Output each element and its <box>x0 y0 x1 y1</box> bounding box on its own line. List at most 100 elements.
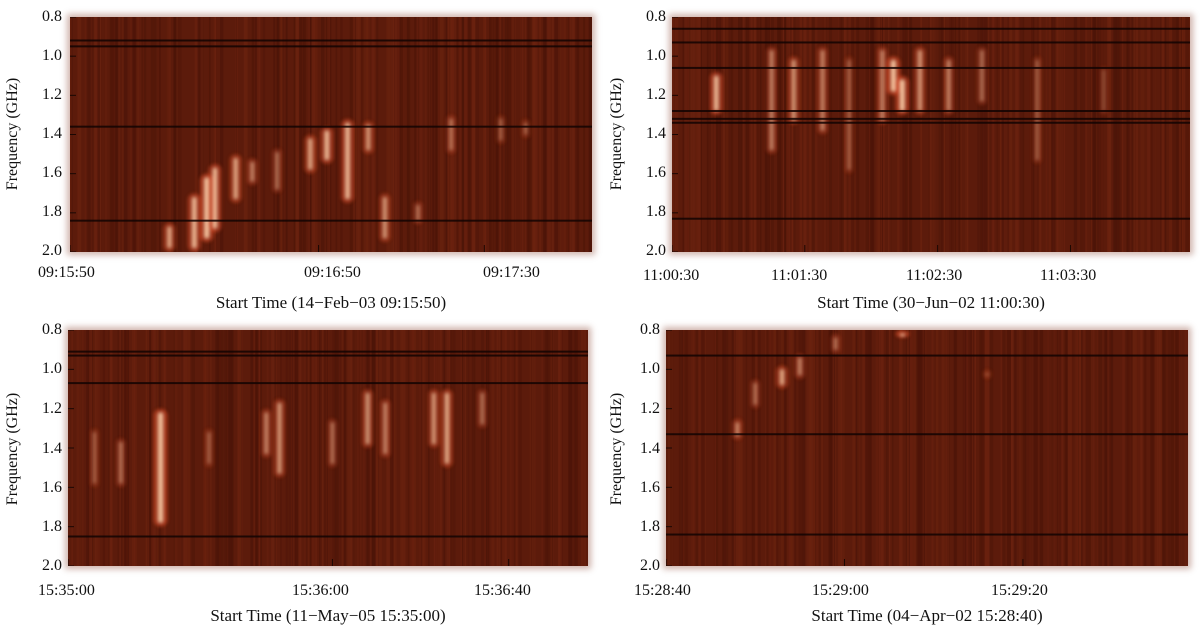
noise-streak <box>387 17 391 252</box>
noise-streak <box>502 330 506 566</box>
y-tick-label: 1.2 <box>42 400 62 417</box>
noise-streak <box>819 330 824 566</box>
noise-streak <box>777 17 782 252</box>
noise-streak <box>938 17 942 252</box>
noise-streak <box>435 330 438 566</box>
noise-streak <box>421 330 425 566</box>
noise-streak <box>700 17 702 252</box>
noise-streak <box>518 330 522 566</box>
noise-streak <box>753 17 757 252</box>
noise-streak <box>1022 17 1024 252</box>
noise-streak <box>456 17 460 252</box>
noise-streak <box>547 330 550 566</box>
noise-streak <box>1052 330 1056 566</box>
noise-streak <box>943 17 946 252</box>
noise-streak <box>924 330 926 566</box>
noise-streak <box>843 330 846 566</box>
noise-streak <box>1001 17 1004 252</box>
noise-streak <box>374 330 378 566</box>
noise-streak <box>696 17 701 252</box>
noise-streak <box>842 330 846 566</box>
noise-streak <box>741 330 743 566</box>
noise-streak <box>905 330 910 566</box>
noise-streak <box>483 17 487 252</box>
noise-streak <box>1022 330 1027 566</box>
y-axis-label: Frequency (GHz) <box>4 77 21 191</box>
noise-streak <box>1090 17 1093 252</box>
noise-streak <box>1090 330 1095 566</box>
burst-core <box>449 118 453 151</box>
noise-streak <box>715 17 718 252</box>
noise-streak <box>718 17 722 252</box>
noise-streak <box>791 17 794 252</box>
noise-streak <box>137 17 140 252</box>
noise-streak <box>123 17 128 252</box>
noise-streak <box>406 17 410 252</box>
spectrogram-svg <box>672 17 1190 252</box>
noise-streak <box>941 330 945 566</box>
y-tick-label: 1.2 <box>646 86 666 103</box>
noise-streak <box>321 330 324 566</box>
burst-core <box>382 197 387 239</box>
noise-streak <box>1073 17 1078 252</box>
noise-streak <box>887 330 890 566</box>
noise-streak <box>1065 330 1068 566</box>
noise-streak <box>355 17 360 252</box>
noise-streak <box>1000 17 1002 252</box>
noise-streak <box>971 330 974 566</box>
noise-streak <box>132 17 135 252</box>
noise-streak <box>931 17 936 252</box>
noise-streak <box>969 330 972 566</box>
noise-streak <box>857 330 860 566</box>
noise-texture <box>70 17 592 252</box>
noise-streak <box>949 17 952 252</box>
interference-band <box>666 433 1188 436</box>
noise-streak <box>159 17 161 252</box>
noise-streak <box>239 330 242 566</box>
noise-streak <box>726 330 729 566</box>
interference-band <box>68 350 588 353</box>
noise-streak <box>226 330 230 566</box>
noise-streak <box>419 17 423 252</box>
burst-group <box>163 114 531 252</box>
noise-streak <box>256 330 259 566</box>
noise-streak <box>571 17 575 252</box>
noise-streak <box>366 330 369 566</box>
noise-streak <box>931 330 934 566</box>
noise-streak <box>436 17 440 252</box>
noise-streak <box>187 330 191 566</box>
spectrogram-svg <box>70 17 592 252</box>
noise-streak <box>529 330 532 566</box>
noise-streak <box>751 330 754 566</box>
noise-streak <box>220 17 224 252</box>
interference-band <box>672 66 1190 69</box>
noise-streak <box>1140 17 1145 252</box>
noise-streak <box>574 330 577 566</box>
noise-streak <box>1161 17 1165 252</box>
noise-streak <box>317 330 321 566</box>
noise-streak <box>136 17 140 252</box>
noise-streak <box>902 17 907 252</box>
noise-streak <box>531 330 536 566</box>
noise-streak <box>833 330 836 566</box>
noise-streak <box>987 17 991 252</box>
noise-streak <box>1078 330 1081 566</box>
interference-band <box>70 125 592 128</box>
noise-streak <box>1083 17 1087 252</box>
noise-streak <box>885 330 889 566</box>
noise-streak <box>286 330 290 566</box>
noise-streak <box>1000 330 1003 566</box>
noise-streak <box>133 17 136 252</box>
noise-streak <box>1175 330 1178 566</box>
noise-streak <box>175 17 178 252</box>
noise-streak <box>1101 17 1103 252</box>
y-tick-label: 1.6 <box>646 164 666 181</box>
noise-streak <box>273 17 276 252</box>
noise-streak <box>295 17 300 252</box>
noise-streak <box>97 17 100 252</box>
y-tick-label: 1.4 <box>646 125 666 142</box>
noise-streak <box>789 330 792 566</box>
noise-streak <box>104 17 108 252</box>
noise-streak <box>854 17 858 252</box>
burst-core <box>917 50 922 111</box>
